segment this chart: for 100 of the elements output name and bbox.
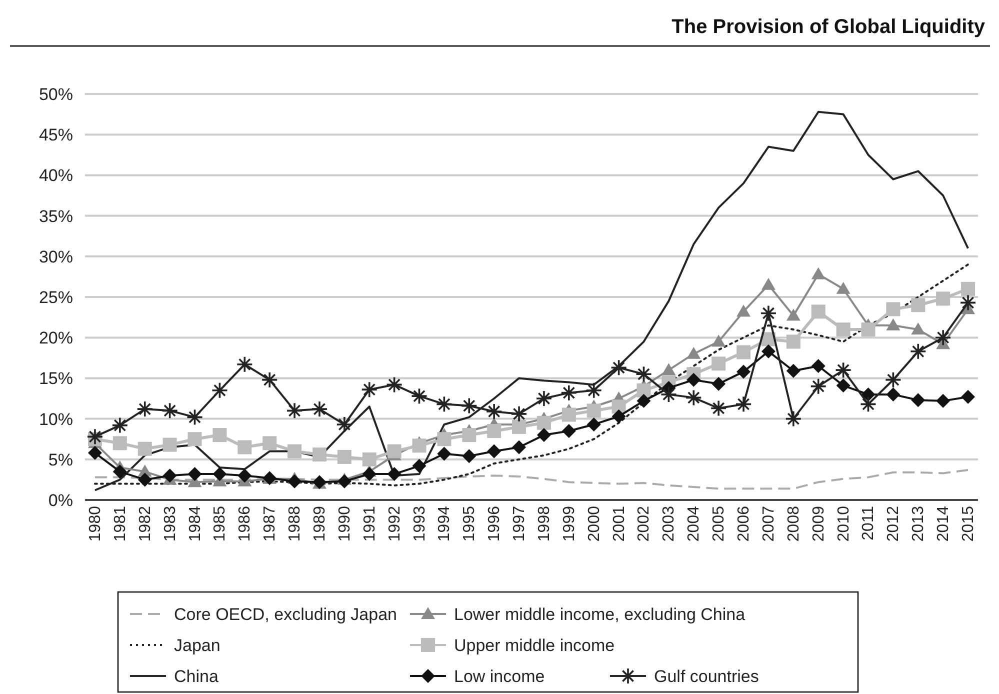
- point: [686, 372, 701, 387]
- point: [188, 432, 202, 446]
- point: [886, 302, 900, 316]
- x-tick-label: 2004: [686, 506, 703, 542]
- y-tick-label: 25%: [38, 288, 73, 307]
- point: [861, 322, 876, 336]
- point: [911, 298, 926, 312]
- point: [387, 444, 402, 458]
- point: [138, 472, 152, 487]
- point: [761, 278, 776, 290]
- y-tick-label: 0%: [48, 490, 73, 510]
- x-tick-label: 1986: [236, 506, 254, 542]
- point: [562, 424, 576, 438]
- point: [188, 467, 202, 482]
- point: [437, 432, 452, 446]
- x-tick-label: 1989: [311, 506, 328, 542]
- x-tick-label: 2006: [736, 506, 753, 542]
- point: [288, 474, 302, 488]
- point: [811, 267, 826, 280]
- point: [336, 416, 352, 432]
- x-tick-label: 1981: [112, 506, 129, 542]
- point: [88, 446, 102, 460]
- point: [636, 383, 651, 398]
- point: [886, 318, 900, 330]
- x-tick-label: 1998: [536, 506, 553, 542]
- x-tick-label: 2010: [835, 506, 852, 542]
- point: [486, 404, 502, 419]
- x-tick-label: 1999: [560, 506, 578, 542]
- y-tick-label: 20%: [38, 328, 73, 348]
- x-tick-label: 1996: [486, 506, 504, 542]
- legend-label: Lower middle income, excluding China: [454, 604, 746, 624]
- point: [238, 468, 252, 483]
- point: [512, 406, 527, 422]
- x-tick-label: 2008: [785, 506, 802, 542]
- point: [312, 448, 326, 462]
- point: [836, 282, 850, 294]
- legend-label: China: [174, 666, 219, 686]
- x-tick-label: 2007: [760, 506, 778, 542]
- y-tick-label: 35%: [38, 206, 73, 226]
- y-tick-label: 45%: [38, 126, 73, 145]
- point: [512, 420, 526, 434]
- point: [686, 346, 701, 359]
- point: [112, 436, 127, 450]
- y-tick-label: 15%: [38, 369, 73, 388]
- point: [662, 363, 676, 376]
- x-tick-label: 2001: [610, 506, 628, 542]
- x-tick-label: 2011: [860, 506, 878, 540]
- x-tick-label: 1982: [136, 506, 154, 542]
- point: [910, 344, 926, 359]
- point: [736, 364, 751, 379]
- point: [138, 442, 152, 456]
- point: [936, 394, 950, 408]
- point: [786, 334, 800, 349]
- point: [162, 438, 177, 452]
- point: [362, 452, 376, 466]
- x-tick-label: 1991: [361, 506, 378, 542]
- y-tick-label: 50%: [38, 84, 73, 104]
- point: [886, 387, 900, 402]
- point: [337, 450, 352, 464]
- legend-label: Upper middle income: [454, 636, 615, 655]
- x-tick-label: 2000: [586, 506, 603, 542]
- point: [786, 364, 800, 378]
- point: [536, 391, 552, 406]
- point: [462, 449, 476, 464]
- point: [412, 438, 426, 453]
- point: [712, 376, 726, 391]
- point: [312, 402, 327, 417]
- point: [512, 440, 526, 454]
- x-tick-label: 1993: [411, 506, 428, 542]
- point: [911, 322, 926, 334]
- point: [487, 444, 502, 458]
- x-tick-label: 1992: [386, 506, 404, 542]
- point: [462, 428, 476, 442]
- point: [586, 404, 601, 418]
- point: [961, 282, 976, 296]
- point: [237, 356, 252, 372]
- x-tick-label: 2014: [935, 506, 952, 542]
- point: [836, 378, 850, 393]
- legend-label: Low income: [454, 666, 545, 686]
- y-tick-label: 40%: [38, 166, 73, 186]
- line-series: [94, 110, 970, 492]
- x-tick-label: 2012: [885, 506, 902, 542]
- x-tick-label: 1995: [461, 506, 478, 542]
- point: [262, 436, 277, 450]
- point: [387, 467, 402, 482]
- point: [811, 304, 826, 319]
- x-tick-label: 1990: [336, 506, 354, 542]
- point: [961, 390, 976, 404]
- point: [162, 468, 177, 483]
- x-tick-label: 1985: [212, 506, 229, 542]
- point: [736, 345, 751, 360]
- x-tick-label: 2013: [910, 506, 928, 542]
- point: [238, 440, 252, 454]
- x-tick-label: 1980: [86, 506, 104, 542]
- chart-title: The Provision of Global Liquidity: [672, 16, 986, 38]
- point: [288, 444, 302, 458]
- point: [337, 474, 352, 488]
- point: [412, 458, 426, 473]
- legend-label: Core OECD, excluding Japan: [174, 604, 398, 624]
- point: [911, 393, 926, 408]
